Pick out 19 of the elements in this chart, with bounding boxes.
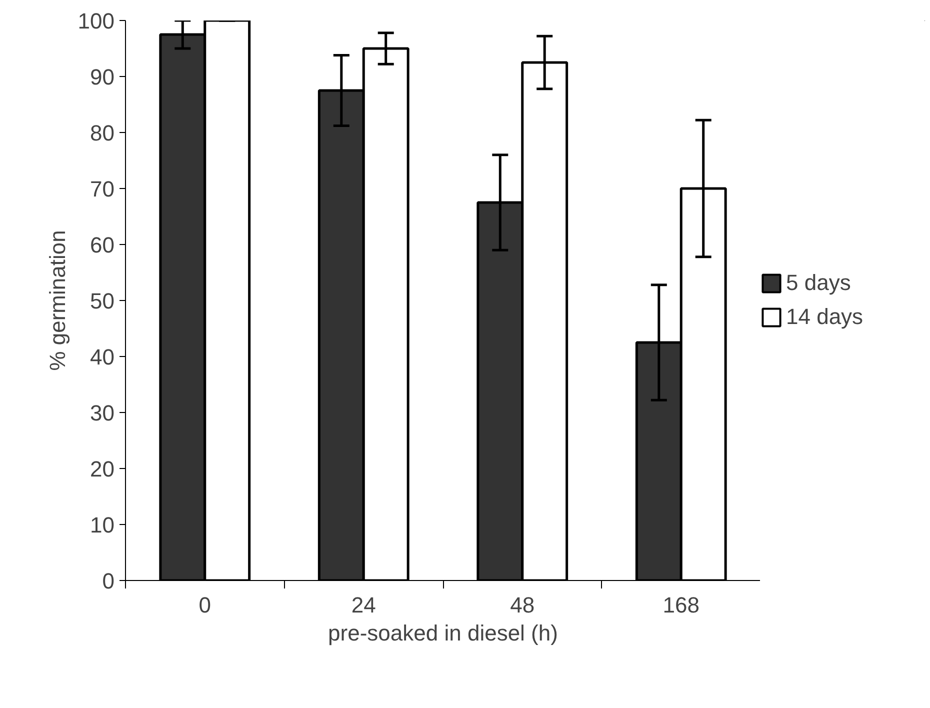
y-tick-label: 90 — [90, 64, 115, 90]
y-tick-label: 0 — [102, 568, 115, 594]
x-tick-label: 0 — [198, 592, 212, 618]
x-axis-title: pre-soaked in diesel (h) — [328, 620, 558, 646]
y-tick-label: 100 — [78, 8, 115, 34]
x-tick-label: 24 — [351, 592, 376, 618]
legend-label: 14 days — [786, 304, 864, 330]
x-tick-label: 48 — [510, 592, 535, 618]
y-axis-title: % germination — [44, 230, 70, 371]
y-tick-label: 10 — [90, 512, 115, 538]
y-tick-label: 30 — [90, 400, 115, 426]
y-tick-label: 70 — [90, 176, 115, 202]
y-tick-label: 80 — [90, 120, 115, 146]
y-tick-label: 60 — [90, 232, 115, 258]
y-tick-label: 40 — [90, 344, 115, 370]
y-tick-label: 20 — [90, 456, 115, 482]
legend-label: 5 days — [786, 270, 851, 296]
y-tick-label: 50 — [90, 288, 115, 314]
x-tick-label: 168 — [662, 592, 700, 618]
